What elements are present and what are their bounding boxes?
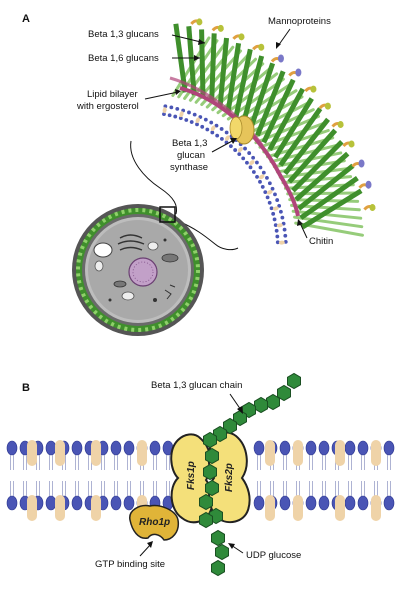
pointer-chitin (299, 222, 308, 239)
label-udp: UDP glucose (246, 550, 301, 561)
glucan-chain (199, 372, 301, 577)
zoom-line-upper (130, 140, 178, 215)
glucan-synthase-a (229, 115, 255, 145)
arrow-mannoproteins (276, 42, 281, 49)
label-lipid-2: with ergosterol (76, 101, 139, 112)
pointer-gtp (139, 543, 152, 557)
label-synthase-1: Beta 1,3 (172, 138, 207, 149)
lipid-bilayer-a (162, 104, 288, 245)
yeast-cell (72, 204, 204, 336)
pointer-mannoproteins (277, 28, 291, 47)
fks2p-label: Fks2p (224, 463, 235, 492)
arrow-udp (228, 543, 235, 549)
pointer-synthase (211, 139, 235, 153)
arrow-beta13 (198, 39, 205, 45)
zoom-line-lower (177, 220, 239, 251)
arrow-beta16 (194, 55, 200, 61)
lipid-bilayer-b (6, 440, 395, 521)
label-gtp: GTP binding site (95, 559, 165, 570)
arrow-chain (237, 406, 243, 414)
fks1p-label: Fks1p (186, 461, 197, 490)
arrow-lipid (175, 89, 181, 95)
arrow-synthase (230, 138, 237, 144)
arrow-chitin (297, 219, 303, 226)
chitin-band-upper (169, 76, 264, 146)
label-lipid-1: Lipid bilayer (87, 89, 138, 100)
pointer-lipid (144, 91, 179, 100)
rho1p-protein: Rho1p (129, 504, 180, 541)
panel-a-label: A (22, 13, 30, 25)
label-beta13: Beta 1,3 glucans (88, 29, 159, 40)
label-chain: Beta 1,3 glucan chain (151, 380, 242, 391)
zoom-box (159, 206, 176, 223)
label-beta16: Beta 1,6 glucans (88, 53, 159, 64)
label-chitin: Chitin (309, 236, 333, 247)
label-synthase-3: synthase (170, 162, 208, 173)
rho1p-label: Rho1p (139, 517, 170, 528)
label-mannoproteins: Mannoproteins (268, 16, 331, 27)
pointer-chain (229, 393, 242, 411)
panel-b-label: B (22, 382, 30, 394)
chitin-band (179, 86, 300, 217)
arrow-gtp (147, 541, 153, 548)
label-synthase-2: glucan (177, 150, 205, 161)
